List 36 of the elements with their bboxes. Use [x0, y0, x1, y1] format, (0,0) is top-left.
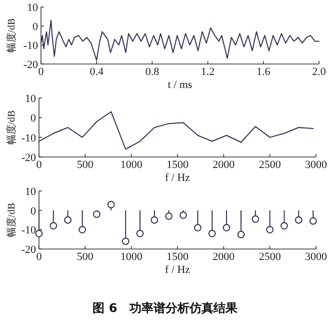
x-tick-label: 1000: [120, 159, 143, 171]
x-tick-label: 1.2: [200, 66, 215, 78]
y-tick-label: 0: [30, 205, 36, 218]
x-tick-label: 1.6: [256, 66, 271, 78]
x-tick-label: 2.0: [312, 66, 326, 78]
y-tick-label: 10: [25, 93, 36, 105]
y-tick-label: 10: [25, 186, 36, 198]
x-axis-title: f / Hz: [164, 264, 190, 276]
x-tick-label: 2000: [212, 251, 236, 263]
caption: 图 6 功率谱分析仿真结果: [92, 301, 238, 315]
x-tick-label: 2500: [258, 251, 282, 263]
y-tick-label: 10: [27, 2, 38, 14]
y-tick-label: -20: [21, 152, 36, 164]
y-axis-title: 幅度/dB: [5, 18, 18, 53]
y-tick-label: -10: [21, 132, 36, 144]
x-tick-label: 500: [76, 251, 94, 263]
y-axis-title: 幅度/dB: [5, 110, 18, 145]
x-tick-label: 2500: [258, 159, 282, 171]
x-tick-label: 3000: [305, 251, 328, 263]
x-tick-label: 500: [76, 159, 94, 171]
y-tick-label: -10: [21, 224, 36, 237]
x-axis-title: f / Hz: [164, 172, 190, 184]
y-tick-label: -20: [21, 244, 36, 256]
y-tick-label: 0: [32, 21, 38, 33]
x-tick-label: 1000: [120, 251, 143, 263]
y-tick-label: -10: [23, 40, 38, 52]
y-tick-label: -20: [23, 59, 38, 71]
y-tick-label: 0: [30, 112, 36, 125]
x-tick-label: 1500: [166, 159, 189, 171]
y-axis-title: 幅度/dB: [5, 202, 18, 238]
x-tick-label: 0.8: [145, 66, 160, 78]
x-tick-label: 2000: [212, 159, 236, 171]
x-tick-label: 1500: [166, 251, 189, 263]
x-tick-label: 0.4: [90, 66, 104, 78]
x-axis-title: t / ms: [168, 79, 192, 91]
x-tick-label: 3000: [305, 159, 328, 171]
